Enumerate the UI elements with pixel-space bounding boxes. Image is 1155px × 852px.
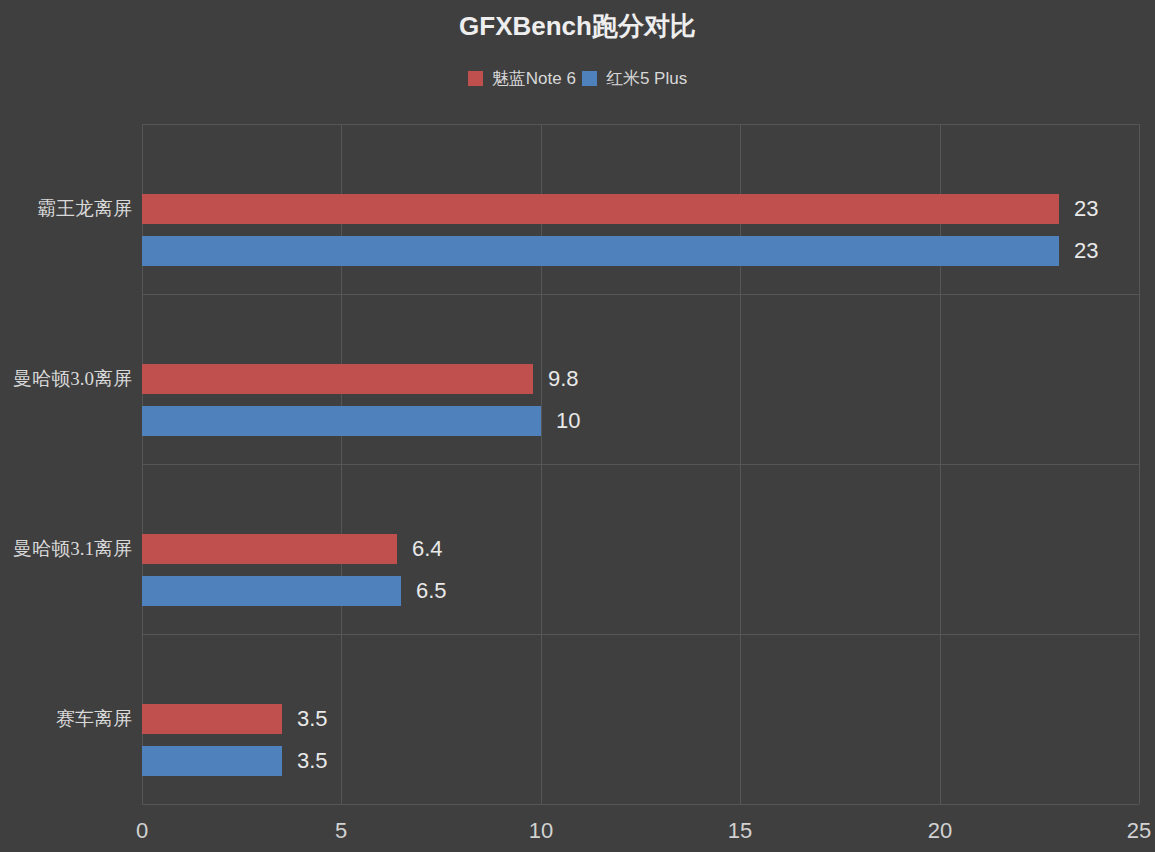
x-axis-tick-label: 15 (710, 820, 770, 842)
bar-hongmi5plus (142, 746, 282, 776)
value-label: 6.5 (416, 576, 447, 606)
legend-label-hongmi5plus: 红米5 Plus (606, 67, 687, 90)
bar-meilan-note6 (142, 704, 282, 734)
gridline-horizontal (142, 294, 1139, 295)
bar-meilan-note6 (142, 534, 397, 564)
bar-meilan-note6 (142, 364, 533, 394)
legend-item-hongmi5plus: 红米5 Plus (582, 67, 687, 90)
value-label: 9.8 (548, 364, 579, 394)
category-label: 曼哈顿3.0离屏 (0, 368, 132, 390)
value-label: 3.5 (297, 704, 328, 734)
x-axis-tick-label: 20 (910, 820, 970, 842)
category-label: 赛车离屏 (0, 708, 132, 730)
category-label: 霸王龙离屏 (0, 198, 132, 220)
x-axis-tick-label: 10 (511, 820, 571, 842)
gridline-horizontal (142, 804, 1139, 805)
gridline-horizontal (142, 124, 1139, 125)
bar-hongmi5plus (142, 236, 1059, 266)
legend-swatch-meilan-note6 (468, 71, 483, 86)
gridline-vertical (1139, 124, 1140, 804)
value-label: 3.5 (297, 746, 328, 776)
bar-chart: GFXBench跑分对比 魅蓝Note 6 红米5 Plus 0 5 10 15 20 2… (0, 0, 1155, 852)
x-axis-tick-label: 0 (112, 820, 172, 842)
value-label: 6.4 (412, 534, 443, 564)
value-label: 23 (1074, 236, 1098, 266)
value-label: 23 (1074, 194, 1098, 224)
bar-hongmi5plus (142, 576, 401, 606)
legend-swatch-hongmi5plus (582, 71, 597, 86)
category-label: 曼哈顿3.1离屏 (0, 538, 132, 560)
legend-label-meilan-note6: 魅蓝Note 6 (492, 67, 576, 90)
x-axis-tick-label: 25 (1109, 820, 1155, 842)
x-axis-tick-label: 5 (311, 820, 371, 842)
gridline-horizontal (142, 464, 1139, 465)
legend: 魅蓝Note 6 红米5 Plus (0, 67, 1155, 90)
bar-meilan-note6 (142, 194, 1059, 224)
legend-item-meilan-note6: 魅蓝Note 6 (468, 67, 576, 90)
gridline-horizontal (142, 634, 1139, 635)
chart-title: GFXBench跑分对比 (0, 9, 1155, 44)
bar-hongmi5plus (142, 406, 541, 436)
value-label: 10 (556, 406, 580, 436)
